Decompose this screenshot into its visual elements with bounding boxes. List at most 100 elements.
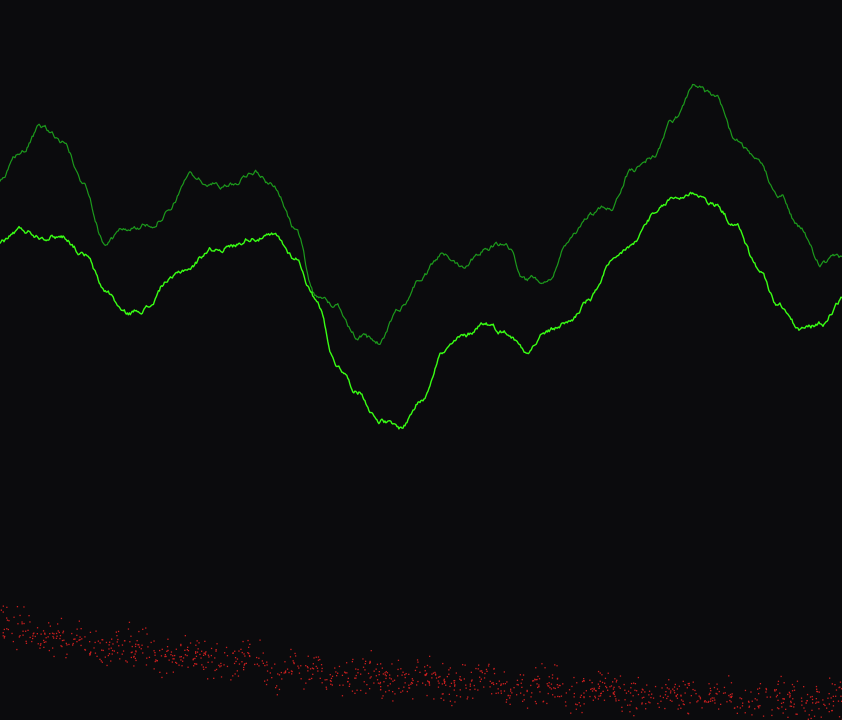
scatter-point: [159, 671, 161, 673]
scatter-point: [293, 662, 295, 665]
scatter-point: [835, 695, 837, 697]
scatter-point: [28, 615, 30, 617]
scatter-point: [442, 693, 444, 695]
scatter-point: [787, 716, 789, 718]
scatter-point: [677, 708, 679, 710]
scatter-point: [80, 628, 82, 630]
scatter-point: [367, 672, 370, 675]
scatter-point: [176, 662, 178, 664]
scatter-point: [736, 712, 738, 714]
scatter-point: [793, 706, 795, 708]
scatter-point: [207, 678, 209, 680]
scatter-point: [403, 686, 405, 688]
scatter-point: [201, 650, 203, 652]
scatter-point: [710, 690, 712, 692]
scatter-point: [113, 650, 115, 652]
scatter-point: [565, 692, 567, 694]
scatter-point: [541, 663, 543, 665]
scatter-point: [194, 657, 196, 660]
scatter-point: [676, 688, 678, 690]
scatter-point: [379, 681, 382, 684]
scatter-point: [591, 687, 593, 690]
scatter-point: [766, 696, 768, 698]
scatter-point: [624, 689, 626, 691]
scatter-point: [355, 674, 357, 677]
scatter-point: [785, 708, 787, 710]
scatter-point: [497, 692, 499, 694]
scatter-point: [130, 656, 132, 659]
scatter-point: [815, 702, 817, 704]
scatter-point: [138, 630, 140, 633]
scatter-point: [575, 703, 577, 705]
scatter-point: [23, 622, 25, 625]
scatter-point: [385, 671, 387, 673]
scatter-point: [68, 643, 70, 646]
scatter-point: [60, 617, 63, 620]
scatter-point: [428, 682, 430, 684]
scatter-point: [348, 685, 350, 687]
scatter-point: [520, 692, 522, 694]
scatter-point: [248, 652, 250, 655]
scatter-point: [765, 691, 767, 693]
scatter-point: [204, 640, 206, 642]
scatter-point: [81, 638, 83, 640]
scatter-point: [598, 687, 600, 689]
scatter-point: [598, 685, 601, 687]
scatter-point: [627, 704, 629, 706]
scatter-point: [146, 657, 148, 659]
scatter-point: [55, 637, 58, 639]
scatter-point: [576, 682, 578, 684]
scatter-point: [597, 698, 599, 700]
scatter-point: [136, 640, 138, 642]
scatter-point: [306, 666, 309, 668]
scatter-point: [680, 707, 682, 709]
scatter-point: [509, 697, 511, 699]
scatter-point: [22, 634, 24, 636]
scatter-point: [116, 635, 118, 637]
scatter-point: [22, 630, 24, 632]
scatter-point: [839, 681, 842, 683]
scatter-point: [325, 686, 327, 688]
scatter-point: [138, 646, 141, 648]
scatter-point: [17, 623, 19, 625]
scatter-point: [526, 690, 528, 693]
scatter-point: [550, 683, 553, 685]
scatter-point: [375, 668, 377, 670]
scatter-point: [483, 677, 486, 679]
scatter-point: [100, 660, 102, 662]
scatter-point: [707, 701, 709, 703]
scatter-point: [637, 693, 640, 696]
scatter-point: [214, 657, 216, 659]
scatter-point: [771, 714, 773, 717]
scatter-point: [40, 643, 42, 645]
scatter-point: [417, 661, 419, 663]
scatter-point: [426, 672, 428, 675]
scatter-point: [568, 689, 571, 691]
scatter-point: [709, 692, 711, 694]
scatter-point: [424, 670, 426, 672]
scatter-point: [248, 646, 250, 648]
scatter-point: [532, 680, 534, 682]
scatter-point: [838, 716, 841, 718]
scatter-point: [370, 650, 372, 652]
scatter-point: [330, 677, 333, 679]
scatter-point: [629, 704, 631, 706]
scatter-point: [116, 641, 118, 643]
scatter-point: [43, 639, 45, 642]
scatter-point: [614, 678, 616, 680]
scatter-point: [703, 701, 706, 703]
scatter-point: [426, 664, 429, 667]
scatter-point: [243, 664, 245, 666]
scatter-point: [331, 675, 334, 677]
scatter-point: [448, 673, 450, 675]
scatter-point: [615, 698, 617, 700]
scatter-point: [548, 685, 550, 687]
scatter-point: [556, 684, 558, 686]
scatter-point: [479, 680, 481, 683]
scatter-point: [264, 680, 266, 682]
scatter-point: [612, 693, 615, 695]
scatter-point: [492, 682, 494, 684]
scatter-point: [578, 702, 580, 704]
scatter-point: [195, 663, 197, 665]
scatter-point: [357, 668, 359, 671]
